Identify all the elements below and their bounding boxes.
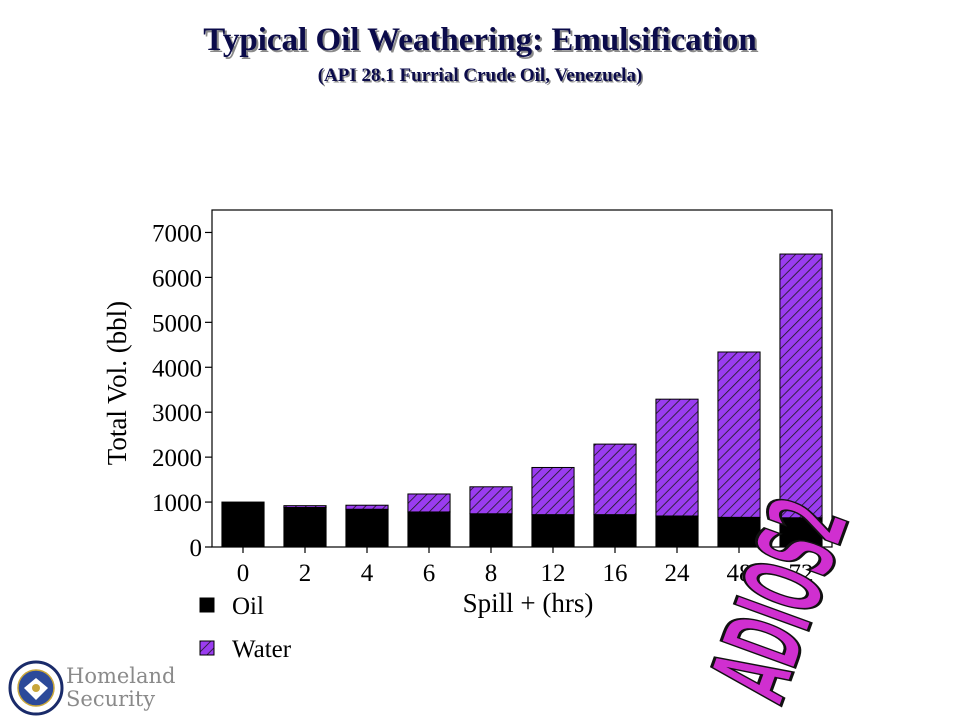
bar-oil xyxy=(283,506,327,548)
legend-swatch-water xyxy=(199,640,215,656)
bar-water xyxy=(345,504,389,510)
bar-oil xyxy=(593,514,637,548)
page-title: Typical Oil Weathering: Emulsification xyxy=(203,22,757,58)
legend-swatch-oil xyxy=(199,597,215,613)
legend-label-water: Water xyxy=(232,636,292,663)
y-tick-label: 3000 xyxy=(152,400,202,427)
x-tick-label: 16 xyxy=(603,560,628,587)
x-tick-label: 24 xyxy=(665,560,691,587)
bar-water xyxy=(779,253,823,519)
y-tick-label: 1000 xyxy=(152,490,202,517)
bar-water xyxy=(593,443,637,516)
x-tick-label: 6 xyxy=(423,560,436,587)
legend-label-oil: Oil xyxy=(232,593,264,620)
y-tick-label: 5000 xyxy=(152,310,202,337)
logo-line2: Security xyxy=(66,687,155,711)
bar-water xyxy=(655,398,699,517)
x-tick-label: 48 xyxy=(727,560,752,587)
bar-oil xyxy=(221,501,265,548)
bar-oil xyxy=(655,515,699,548)
x-axis: 0 2 4 6 8 12 16 24 48 72 xyxy=(237,547,814,587)
bar-oil xyxy=(469,513,513,548)
bar-oil xyxy=(779,517,823,548)
y-axis: 0 1000 2000 3000 4000 5000 6000 7000 xyxy=(152,220,212,562)
y-tick-label: 4000 xyxy=(152,355,202,382)
y-tick-label: 7000 xyxy=(152,220,202,247)
bar-oil xyxy=(531,514,575,548)
x-tick-label: 2 xyxy=(299,560,312,587)
bar-water xyxy=(531,466,575,516)
x-tick-label: 8 xyxy=(485,560,498,587)
x-axis-title: Spill + (hrs) xyxy=(463,588,594,618)
x-tick-label: 4 xyxy=(361,560,374,587)
logo-line1: Homeland xyxy=(66,664,176,688)
x-tick-label: 0 xyxy=(237,560,250,587)
x-tick-label: 72 xyxy=(789,560,814,587)
page-subtitle: (API 28.1 Furrial Crude Oil, Venezuela) xyxy=(317,65,643,86)
y-tick-label: 6000 xyxy=(152,265,202,292)
bars xyxy=(221,253,823,548)
x-tick-label: 12 xyxy=(541,560,566,587)
bar-water xyxy=(407,493,451,513)
bar-oil xyxy=(345,508,389,548)
y-tick-label: 2000 xyxy=(152,445,202,472)
dhs-seal-icon xyxy=(8,660,64,716)
y-tick-label: 0 xyxy=(190,535,203,562)
bar-water xyxy=(283,505,327,508)
y-axis-title: Total Vol. (bbl) xyxy=(102,301,132,465)
dhs-logo: Homeland Security xyxy=(8,660,176,716)
bar-water xyxy=(469,486,513,515)
legend: Oil Water xyxy=(199,593,292,663)
bar-oil xyxy=(407,511,451,548)
bar-water xyxy=(717,351,761,518)
